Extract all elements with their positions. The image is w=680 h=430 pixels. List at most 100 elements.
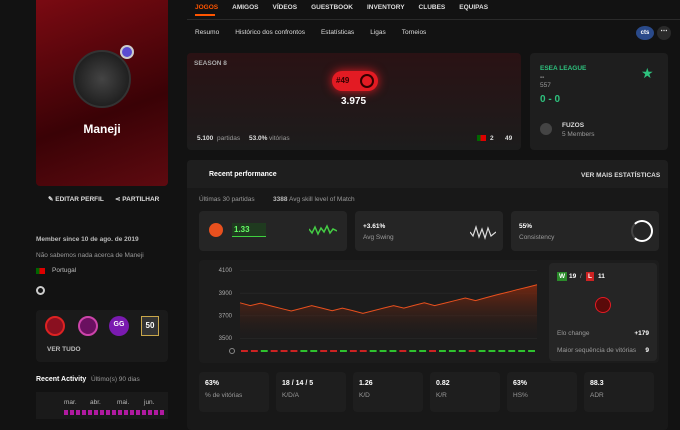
member-since: Member since 10 de ago. de 2019 bbox=[36, 236, 139, 243]
elo: 3.975 bbox=[341, 96, 367, 107]
stat-value: 18 / 14 / 5 bbox=[282, 380, 314, 387]
stat-card: 88.3 ADR bbox=[584, 372, 654, 412]
flag bbox=[477, 135, 486, 141]
skill: 3388 bbox=[273, 196, 288, 203]
tab[interactable]: INVENTORY bbox=[366, 4, 405, 11]
tab[interactable]: CLUBES bbox=[418, 4, 446, 11]
level-icon bbox=[595, 297, 611, 313]
start-marker bbox=[229, 348, 235, 354]
steam-icon bbox=[36, 286, 45, 295]
avatar bbox=[73, 50, 131, 108]
league-id: 557 bbox=[540, 82, 551, 89]
consistency-label: Consistency bbox=[519, 234, 555, 241]
wins: 19 bbox=[569, 273, 577, 280]
skill-label: Avg skill level of Match bbox=[289, 196, 355, 203]
edit-profile[interactable]: ✎ EDITAR PERFIL bbox=[48, 196, 104, 203]
month: mai. bbox=[117, 399, 130, 406]
activity-title: Recent Activity bbox=[36, 376, 87, 383]
profile-name: Maneji bbox=[83, 122, 121, 136]
stat-card: 1.26 K/D bbox=[353, 372, 423, 412]
win-tag: W bbox=[557, 272, 568, 281]
team-avatar bbox=[540, 123, 552, 135]
subtab[interactable]: Histórico dos confrontos bbox=[235, 29, 305, 36]
level: #49 bbox=[336, 76, 350, 85]
league-title: ESEA LEAGUE bbox=[540, 65, 587, 72]
tab-underline bbox=[195, 14, 215, 16]
filter[interactable]: Últimas 30 partidas bbox=[199, 196, 255, 203]
rank-region: 49 bbox=[505, 135, 513, 142]
team-badge[interactable]: cts bbox=[636, 26, 654, 40]
subtab[interactable]: Resumo bbox=[195, 29, 220, 36]
tab[interactable]: VÍDEOS bbox=[272, 4, 298, 11]
badge: 50 bbox=[141, 316, 159, 336]
separator: / bbox=[580, 273, 582, 280]
tab[interactable]: EQUIPAS bbox=[459, 4, 489, 11]
tab[interactable]: AMIGOS bbox=[232, 4, 259, 11]
league-card: ESEA LEAGUE -- 557 0 - 0 ★ FUZOS 5 Membe… bbox=[530, 53, 668, 150]
heatmap bbox=[64, 410, 164, 415]
swing-card: +3.61% Avg Swing bbox=[355, 211, 503, 251]
y-tick-label: 3500 bbox=[219, 336, 233, 342]
stat-label: K/D/A bbox=[282, 392, 299, 399]
consistency: 55% bbox=[519, 223, 533, 230]
stat-card: 63% HS% bbox=[507, 372, 577, 412]
level-pill: #49 bbox=[332, 71, 378, 91]
league-dash: -- bbox=[540, 74, 545, 81]
share-label[interactable]: PARTILHAR bbox=[122, 196, 160, 203]
stat-label: HS% bbox=[513, 392, 528, 399]
tab[interactable]: GUESTBOOK bbox=[311, 4, 353, 11]
subtab[interactable]: Torneios bbox=[401, 29, 427, 36]
league-logo: ★ bbox=[641, 65, 654, 81]
league-score: 0 - 0 bbox=[540, 94, 561, 105]
swing-sparkline bbox=[470, 225, 496, 240]
y-tick-label: 4100 bbox=[219, 268, 233, 274]
badge bbox=[45, 316, 65, 336]
subtab[interactable]: Estatísticas bbox=[320, 29, 355, 36]
activity-range: Último(s) 90 dias bbox=[91, 376, 140, 383]
streak-label: Maior sequência de vitórias bbox=[557, 347, 637, 354]
tabs: JOGOS AMIGOS VÍDEOS GUESTBOOK INVENTORY CLUBE… bbox=[195, 4, 488, 11]
level-gauge bbox=[360, 74, 374, 88]
country: Portugal bbox=[52, 267, 77, 274]
subtab[interactable]: Ligas bbox=[370, 29, 386, 36]
stat-card: 0.82 K/R bbox=[430, 372, 500, 412]
loss-tag: L bbox=[586, 272, 594, 281]
stat-value: 63% bbox=[205, 380, 220, 387]
flag bbox=[36, 268, 45, 274]
performance-header bbox=[187, 160, 668, 188]
kd-card: 1.33 bbox=[199, 211, 347, 251]
stat-label: ADR bbox=[590, 392, 604, 399]
page: Maneji ✎ EDITAR PERFIL ⋖ PARTILHAR Membe… bbox=[36, 0, 680, 415]
share[interactable]: ⋖ PARTILHAR bbox=[115, 196, 160, 203]
stat-label: K/R bbox=[436, 392, 447, 399]
consistency-card: 55% Consistency bbox=[511, 211, 659, 251]
stat-value: 1.26 bbox=[359, 380, 373, 387]
swing-label: Avg Swing bbox=[363, 234, 394, 241]
elo-area bbox=[240, 284, 537, 344]
team-members: 5 Members bbox=[562, 131, 595, 138]
month: abr. bbox=[90, 399, 101, 406]
consistency-ring bbox=[631, 220, 653, 242]
stat-label: % de vitórias bbox=[205, 392, 243, 399]
swing: +3.61% bbox=[363, 223, 386, 230]
badge: GG bbox=[109, 316, 129, 336]
more-stats[interactable]: VER MAIS ESTATÍSTICAS bbox=[581, 172, 661, 179]
matches-label: partidas bbox=[217, 135, 241, 142]
rank-country: 2 bbox=[490, 135, 494, 142]
team-name: FUZOS bbox=[562, 122, 585, 129]
subtabs: Resumo Histórico dos confrontos Estatístic… bbox=[195, 29, 426, 36]
tab[interactable]: JOGOS bbox=[195, 4, 219, 11]
y-tick-label: 3700 bbox=[219, 313, 233, 319]
matches: 5.100 bbox=[197, 135, 214, 142]
edit-label[interactable]: EDITAR PERFIL bbox=[55, 196, 104, 203]
stat-label: K/D bbox=[359, 392, 370, 399]
level-icon bbox=[120, 45, 134, 59]
about: Não sabemos nada acerca de Maneji bbox=[36, 252, 144, 259]
winrate: 53.0% bbox=[249, 135, 268, 142]
badge bbox=[78, 316, 98, 336]
stat-value: 63% bbox=[513, 380, 528, 387]
performance-card: Recent performance VER MAIS ESTATÍSTICAS… bbox=[187, 160, 668, 430]
more-button[interactable]: ⋯ bbox=[657, 26, 671, 40]
see-all[interactable]: VER TUDO bbox=[47, 346, 81, 353]
season-card: SEASON 8 #49 3.975 5.100 partidas 53.0% … bbox=[187, 53, 521, 150]
